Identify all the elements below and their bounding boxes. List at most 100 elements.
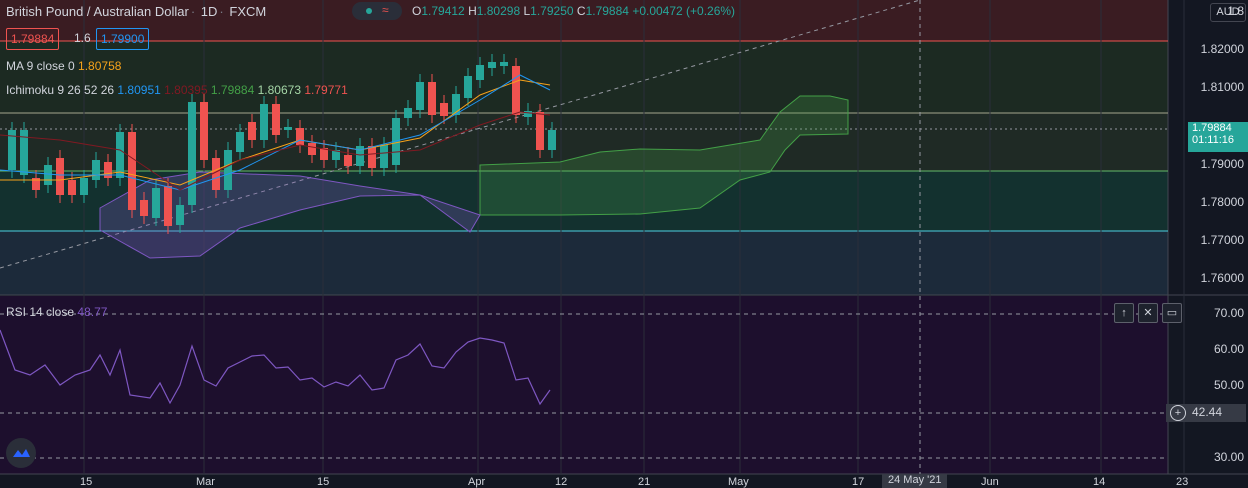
logo-icon — [13, 449, 30, 457]
x-tick: Mar — [196, 476, 215, 488]
candle-body — [296, 128, 304, 145]
candle-body — [68, 180, 76, 195]
spread-value: 1.6 — [74, 31, 91, 45]
tradingview-logo[interactable] — [6, 438, 36, 468]
ichimoku-base: 1.80395 — [164, 83, 208, 97]
rsi-tick: 30.00 — [1213, 450, 1244, 464]
candle-body — [212, 158, 220, 190]
rsi-crosshair-tag: +42.44 — [1166, 404, 1246, 422]
candle-body — [356, 146, 364, 166]
currency-button[interactable]: AUD — [1210, 3, 1246, 22]
close-pane-button[interactable]: ✕ — [1138, 303, 1158, 323]
ichimoku-cloud — [479, 95, 849, 216]
price-tick: 1.77000 — [1200, 233, 1244, 247]
zone-olive — [0, 41, 1168, 113]
ichimoku-lead1: 1.80673 — [257, 83, 302, 97]
x-tick: 15 — [317, 476, 330, 488]
candle-body — [176, 205, 184, 225]
candle-body — [488, 62, 496, 68]
candle-body — [8, 130, 16, 170]
rsi-tick: 60.00 — [1213, 342, 1244, 356]
ichimoku-conversion: 1.80951 — [117, 83, 161, 97]
rsi-value: 48.77 — [77, 305, 108, 319]
market-open-icon — [366, 8, 372, 14]
x-tick: May — [728, 476, 749, 488]
rsi-legend[interactable]: RSI 14 close 48.77 — [6, 305, 108, 319]
zone-blue — [0, 231, 1168, 295]
symbol-name[interactable]: British Pound / Australian Dollar — [6, 4, 189, 19]
close-value: 1.79884 — [585, 4, 629, 18]
candle-body — [272, 104, 280, 135]
arrow-up-icon: ↑ — [1121, 307, 1127, 319]
sell-price-button[interactable]: 1.79884 — [6, 28, 60, 50]
open-value: 1.79412 — [421, 4, 465, 18]
x-crosshair-tag: 24 May '21 — [882, 474, 948, 488]
current-price: 1.79884 — [1192, 122, 1232, 134]
candle-body — [104, 162, 112, 178]
symbol-header[interactable]: British Pound / Australian Dollar · 1D · F… — [6, 4, 267, 19]
plus-icon[interactable]: + — [1170, 405, 1186, 421]
candle-body — [452, 94, 460, 115]
candle-body — [140, 200, 148, 216]
exchange: FXCM — [229, 4, 267, 19]
candle-body — [152, 188, 160, 218]
candle-body — [200, 102, 208, 160]
candle-body — [548, 130, 556, 150]
x-tick: 23 — [1176, 476, 1189, 488]
ohlc-values: O1.79412 H1.80298 L1.79250 C1.79884 +0.0… — [412, 4, 736, 18]
candle-body — [536, 112, 544, 150]
candle-body — [380, 145, 388, 168]
candle-body — [404, 108, 412, 118]
tenkan-line — [0, 74, 551, 191]
rsi-line — [0, 329, 551, 406]
x-tick: 21 — [638, 476, 651, 488]
ichimoku-lagging: 1.79884 — [210, 83, 255, 97]
price-axis-top: 1.8 — [1227, 4, 1244, 18]
kijun-line — [0, 111, 551, 191]
candle-body — [284, 127, 292, 130]
buy-price-button[interactable]: 1.79900 — [96, 28, 150, 50]
x-tick: Apr — [468, 476, 486, 488]
low-value: 1.79250 — [530, 4, 574, 18]
price-tick: 1.79000 — [1200, 157, 1244, 171]
candle-body — [308, 143, 316, 155]
rsi-tick: 70.00 — [1213, 306, 1244, 320]
candle-body — [368, 146, 376, 168]
candle-body — [260, 104, 268, 140]
x-tick: 14 — [1093, 476, 1106, 488]
candle-body — [344, 155, 352, 166]
candle-body — [188, 102, 196, 205]
candle-body — [416, 82, 424, 110]
move-up-button[interactable]: ↑ — [1114, 303, 1134, 323]
current-price-tag: 1.79884 01:11:16 — [1188, 122, 1248, 152]
bar-countdown: 01:11:16 — [1192, 134, 1235, 146]
change-value: +0.00472 (+0.26%) — [632, 4, 736, 18]
restore-icon: ▭ — [1166, 307, 1178, 319]
interval[interactable]: 1D — [200, 4, 218, 19]
candle-body — [56, 158, 64, 195]
price-tick: 1.76000 — [1200, 271, 1244, 285]
candle-body — [236, 132, 244, 152]
x-tick: Jun — [981, 476, 999, 488]
candle-body — [32, 178, 40, 190]
candle-body — [80, 178, 88, 195]
price-tick: 1.82000 — [1200, 42, 1244, 56]
candle-body — [164, 186, 172, 226]
restore-pane-button[interactable]: ▭ — [1162, 303, 1182, 323]
candle-body — [476, 65, 484, 80]
candle-body — [20, 130, 28, 175]
wave-icon: ≈ — [382, 3, 389, 17]
zone-red — [0, 0, 1168, 41]
candle-body — [128, 132, 136, 210]
candle-body — [332, 150, 340, 160]
close-icon: ✕ — [1143, 307, 1153, 319]
ichimoku-legend[interactable]: Ichimoku 9 26 52 26 1.80951 1.80395 1.79… — [6, 83, 348, 97]
ma-legend[interactable]: MA 9 close 0 1.80758 — [6, 59, 122, 73]
market-status-pill[interactable]: ≈ — [352, 2, 402, 20]
high-value: 1.80298 — [476, 4, 521, 18]
candle-body — [464, 76, 472, 98]
x-tick: 15 — [80, 476, 93, 488]
x-tick: 12 — [555, 476, 568, 488]
ma-value: 1.80758 — [78, 59, 122, 73]
